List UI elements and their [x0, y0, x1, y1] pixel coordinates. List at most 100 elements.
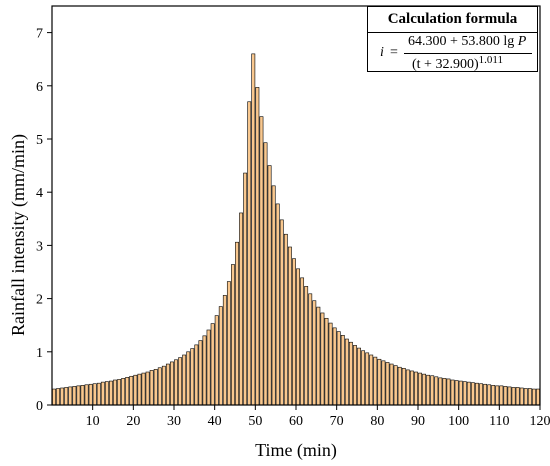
bar: [495, 385, 500, 406]
bar: [434, 376, 439, 406]
bar: [235, 241, 239, 406]
bar: [430, 375, 435, 406]
y-tick-label: 6: [36, 80, 43, 95]
bar: [239, 212, 244, 406]
formula-equals: =: [390, 45, 398, 60]
y-axis-title: Rainfall intensity (mm/min): [8, 134, 29, 336]
bar: [206, 329, 211, 406]
formula-body: i = 64.300 + 53.800 lg P (t + 32.900)1.0…: [368, 33, 537, 73]
bar: [64, 387, 69, 406]
bar: [320, 312, 325, 406]
x-tick-label: 30: [167, 414, 181, 429]
bar: [84, 384, 89, 406]
bar: [308, 293, 313, 406]
bar: [373, 356, 378, 406]
bar: [202, 335, 207, 406]
bar: [479, 383, 483, 406]
bar: [523, 388, 528, 406]
bar: [401, 367, 406, 406]
bar: [96, 382, 101, 406]
bar: [312, 300, 317, 406]
bar: [470, 382, 475, 406]
bar: [442, 378, 447, 406]
bar: [515, 387, 520, 406]
formula-numerator: 64.300 + 53.800 lg P: [408, 34, 526, 50]
bar: [186, 351, 191, 406]
x-tick-label: 80: [370, 414, 384, 429]
bar: [340, 335, 345, 406]
bar: [353, 345, 357, 406]
bar: [52, 388, 56, 406]
x-tick-label: 110: [489, 414, 509, 429]
bar: [491, 385, 496, 406]
bar: [527, 388, 532, 406]
bar: [109, 380, 113, 406]
bar: [255, 87, 260, 406]
bar: [80, 385, 85, 406]
formula-numerator-text: 64.300 + 53.800 lg: [408, 34, 518, 49]
bar: [507, 386, 512, 406]
y-tick-label: 3: [36, 239, 43, 254]
bar: [76, 385, 81, 406]
bar: [344, 338, 349, 406]
bar: [222, 295, 227, 406]
bar: [60, 387, 65, 406]
bar: [194, 344, 199, 406]
bar: [385, 362, 390, 406]
bar: [133, 374, 138, 406]
x-tick-label: 60: [289, 414, 303, 429]
formula-lhs: i: [380, 45, 384, 60]
bar: [121, 378, 126, 406]
bar: [377, 358, 382, 406]
bar: [226, 281, 231, 406]
bar: [271, 185, 276, 406]
bar: [56, 388, 61, 406]
bar: [332, 327, 337, 406]
bar: [292, 258, 296, 406]
bar: [68, 386, 73, 406]
bar: [275, 203, 280, 406]
x-tick-label: 100: [448, 414, 469, 429]
y-ticks: 0 1 2 3 4 5 6 7: [36, 27, 52, 414]
bar: [519, 387, 524, 406]
bar: [300, 277, 305, 406]
bar: [296, 268, 300, 406]
bar: [511, 387, 516, 406]
y-tick-label: 4: [36, 186, 43, 201]
bar: [487, 384, 492, 406]
bar: [336, 331, 341, 406]
bar: [348, 341, 353, 406]
x-axis-title: Time (min): [255, 440, 337, 461]
plot-frame: [51, 5, 541, 406]
bar: [178, 357, 183, 406]
bar: [304, 286, 309, 406]
y-tick-label: 0: [36, 399, 43, 414]
bar: [165, 363, 170, 406]
bar: [231, 264, 235, 406]
bar: [365, 352, 370, 406]
y-tick-label: 1: [36, 346, 43, 361]
bar: [418, 372, 422, 406]
bar: [357, 347, 361, 406]
bar: [328, 322, 333, 406]
x-tick-label: 70: [330, 414, 344, 429]
bar: [263, 142, 268, 406]
formula-box: Calculation formula i = 64.300 + 53.800 …: [367, 6, 538, 72]
bar: [243, 172, 248, 406]
bar: [531, 388, 536, 406]
bar: [88, 383, 93, 406]
bar: [446, 378, 451, 406]
bar: [182, 354, 187, 406]
bar: [369, 354, 374, 406]
bar: [287, 246, 292, 406]
bar: [100, 381, 105, 406]
bar: [210, 323, 215, 406]
x-tick-label: 50: [248, 414, 262, 429]
formula-fraction-bar: [404, 53, 532, 54]
bar-series: [52, 53, 540, 406]
bar: [393, 365, 398, 406]
bar: [259, 116, 264, 406]
bar: [174, 359, 178, 406]
formula-denominator: (t + 32.900)1.011: [412, 54, 503, 73]
